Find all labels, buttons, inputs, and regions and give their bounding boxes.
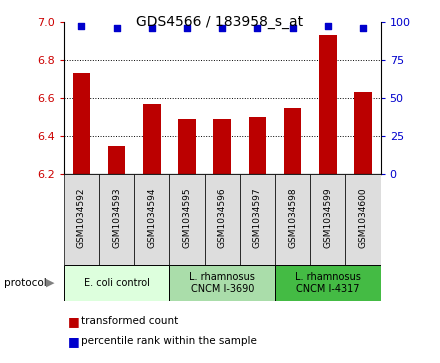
FancyBboxPatch shape [345, 174, 381, 265]
Text: L. rhamnosus
CNCM I-4317: L. rhamnosus CNCM I-4317 [295, 272, 361, 294]
Text: GSM1034598: GSM1034598 [288, 188, 297, 249]
FancyBboxPatch shape [134, 174, 169, 265]
Point [219, 25, 226, 31]
FancyBboxPatch shape [275, 265, 381, 301]
Point [183, 25, 191, 31]
Text: E. coli control: E. coli control [84, 278, 150, 288]
Text: GSM1034596: GSM1034596 [218, 188, 227, 249]
Bar [73, 73, 90, 174]
Text: GSM1034594: GSM1034594 [147, 188, 156, 248]
Text: transformed count: transformed count [81, 316, 179, 326]
Point [78, 24, 85, 29]
Text: GSM1034592: GSM1034592 [77, 188, 86, 248]
Bar [213, 119, 231, 174]
FancyBboxPatch shape [275, 174, 310, 265]
FancyBboxPatch shape [169, 174, 205, 265]
Point [324, 24, 331, 29]
Point [148, 25, 155, 31]
Text: GSM1034599: GSM1034599 [323, 188, 332, 249]
Text: percentile rank within the sample: percentile rank within the sample [81, 336, 257, 346]
FancyBboxPatch shape [205, 174, 240, 265]
FancyBboxPatch shape [310, 174, 345, 265]
Bar [249, 117, 266, 174]
Bar [108, 146, 125, 174]
Text: ■: ■ [68, 335, 80, 348]
Bar [354, 92, 372, 174]
Bar [143, 104, 161, 174]
Text: GDS4566 / 183958_s_at: GDS4566 / 183958_s_at [136, 15, 304, 29]
Point [113, 25, 120, 31]
Bar [319, 35, 337, 174]
Point [359, 25, 367, 31]
Text: GSM1034597: GSM1034597 [253, 188, 262, 249]
FancyBboxPatch shape [64, 174, 99, 265]
Text: protocol: protocol [4, 278, 47, 288]
Point [289, 25, 296, 31]
Point [254, 25, 261, 31]
FancyBboxPatch shape [169, 265, 275, 301]
Text: GSM1034600: GSM1034600 [359, 188, 367, 249]
FancyBboxPatch shape [240, 174, 275, 265]
FancyBboxPatch shape [99, 174, 134, 265]
Text: ▶: ▶ [46, 278, 55, 288]
Text: GSM1034595: GSM1034595 [183, 188, 191, 249]
Text: L. rhamnosus
CNCM I-3690: L. rhamnosus CNCM I-3690 [189, 272, 255, 294]
Bar [178, 119, 196, 174]
FancyBboxPatch shape [64, 265, 169, 301]
Text: GSM1034593: GSM1034593 [112, 188, 121, 249]
Text: ■: ■ [68, 315, 80, 328]
Bar [284, 107, 301, 174]
